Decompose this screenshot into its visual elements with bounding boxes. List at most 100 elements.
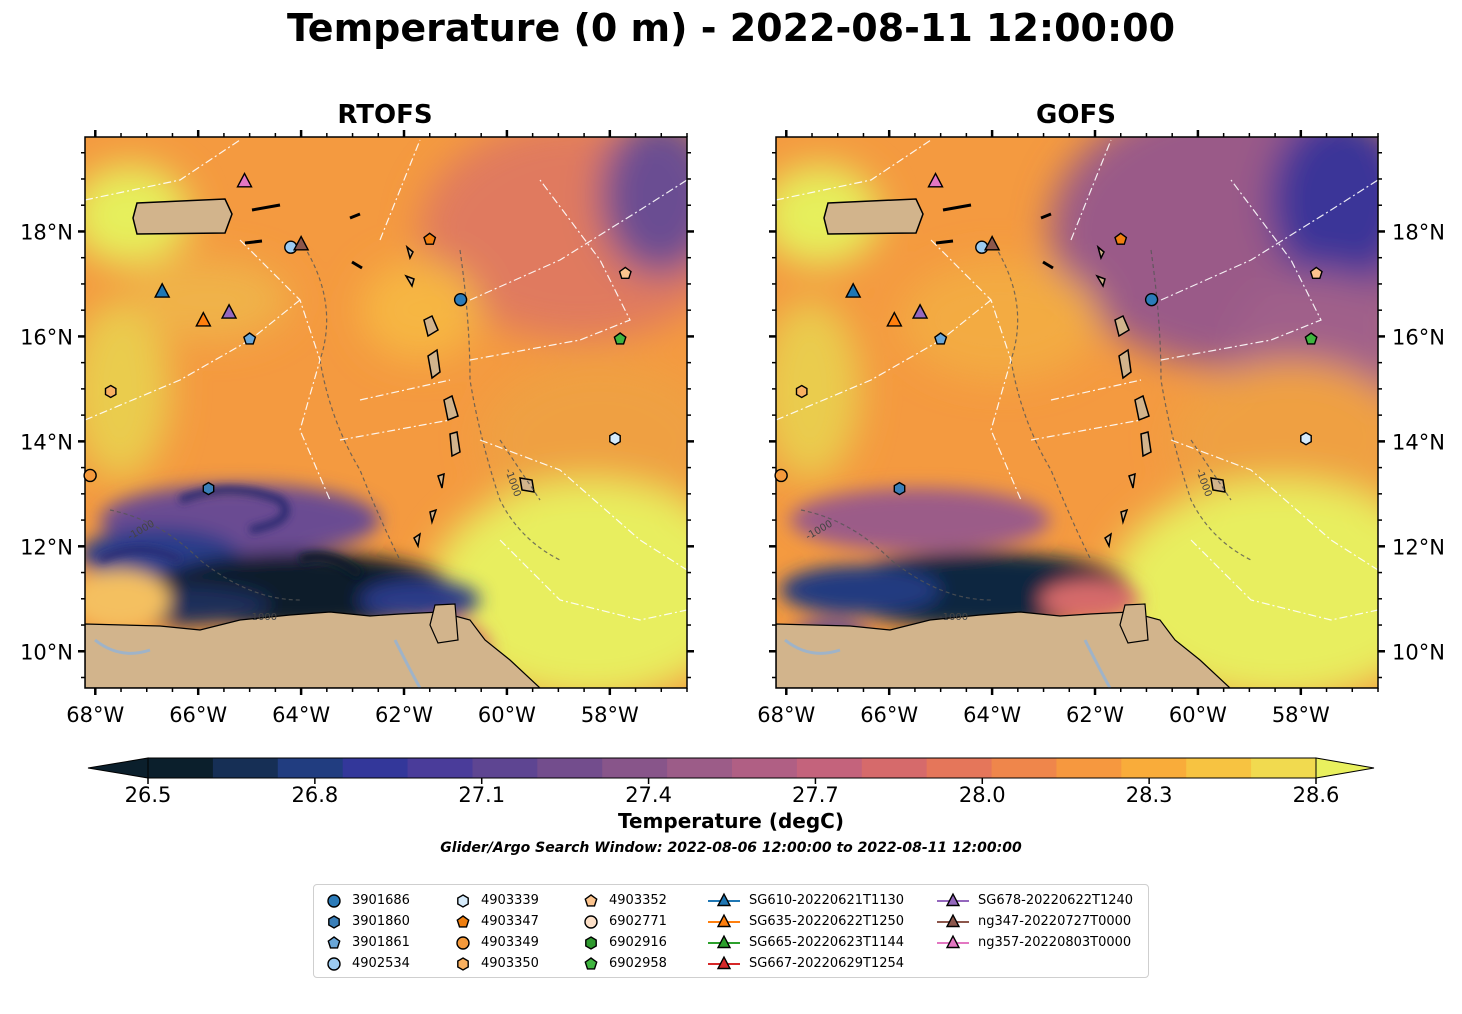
legend-label: SG665-20220623T1144: [749, 934, 905, 950]
panel-title-rtofs: RTOFS: [337, 100, 433, 130]
lat-tick-label: 18°N: [20, 220, 73, 244]
lon-tick-label: 66°W: [860, 703, 918, 727]
hexagon-marker-3901860: [202, 481, 215, 496]
legend-item: SG610-20220621T1130: [707, 890, 904, 910]
circle-marker-4903349: [774, 468, 788, 483]
temperature-field-rtofs: -1000 -1000 -1000: [85, 137, 687, 688]
legend-item: SG665-20220623T1144: [707, 932, 904, 952]
lat-tick-label: 18°N: [1392, 220, 1445, 244]
hexagon-marker-3901860: [893, 481, 906, 496]
legend-label: 4903350: [481, 955, 539, 971]
lon-tick-label: 64°W: [272, 703, 330, 727]
legend-item: 4903347: [453, 911, 539, 931]
legend-item: 4903339: [453, 890, 539, 910]
legend-label: 4902534: [352, 955, 410, 971]
pentagon-marker-6902958: [613, 332, 627, 345]
legend: 3901686 3901860 3901861 4902534 4903339 49033…: [313, 884, 1149, 978]
triangle-legend-icon: [708, 913, 740, 928]
colorbar-segment: [991, 758, 1057, 778]
pentagon-legend-marker: [584, 894, 598, 907]
map-panel-rtofs: -1000 -1000 -1000: [84, 136, 688, 689]
legend-item: SG667-20220629T1254: [707, 953, 904, 973]
pentagon-marker-3901861: [934, 332, 948, 345]
pentagon-marker-4903347: [1114, 232, 1128, 245]
legend-item: 4903352: [581, 890, 667, 910]
triangle-marker-ng357-20220803T0000: [236, 172, 253, 188]
legend-label: SG610-20220621T1130: [749, 892, 905, 908]
lat-tick-label: 14°N: [1392, 430, 1445, 454]
legend-item: 6902771: [581, 911, 667, 931]
panel-title-gofs: GOFS: [1036, 100, 1116, 130]
circle-legend-icon: [456, 936, 470, 950]
triangle-legend-marker: [716, 913, 732, 928]
search-window-note: Glider/Argo Search Window: 2022-08-06 12…: [440, 840, 1022, 856]
triangle-marker-SG610-20220621T1130: [154, 282, 171, 298]
triangle-marker-SG635-20220622T1250: [195, 311, 212, 327]
lat-tick-label: 16°N: [20, 325, 73, 349]
triangle-legend-marker: [716, 892, 732, 907]
legend-item: 3901861: [324, 932, 410, 952]
colorbar-segment: [1056, 758, 1122, 778]
legend-item: 4902534: [324, 953, 410, 973]
legend-item: 3901686: [324, 890, 410, 910]
colorbar-extend-high: [1315, 757, 1375, 779]
circle-marker-3901686: [453, 292, 468, 307]
circle-marker-4903349: [83, 468, 97, 483]
colorbar-segment: [212, 758, 279, 778]
legend-label: 4903347: [481, 913, 539, 929]
lon-tick-label: 58°W: [1272, 703, 1330, 727]
pentagon-legend-marker: [584, 957, 598, 970]
colorbar-tick-label: 26.5: [125, 783, 172, 807]
legend-item: ng347-20220727T0000: [936, 911, 1131, 931]
lon-tick-label: 60°W: [1169, 703, 1227, 727]
lon-tick-label: 60°W: [478, 703, 536, 727]
colorbar: 26.5 26.8 27.1 27.4 27.7 28.0 28.3 28.6: [87, 757, 1375, 807]
circle-legend-icon: [584, 915, 598, 929]
lon-tick-label: 68°W: [66, 703, 124, 727]
float-glider-markers: [83, 172, 1323, 496]
circle-legend-marker: [584, 915, 598, 929]
colorbar-segment: [472, 758, 538, 778]
hexagon-legend-marker: [328, 915, 340, 929]
hexagon-legend-marker: [457, 894, 469, 908]
legend-label: 3901686: [352, 892, 410, 908]
legend-item: SG635-20220622T1250: [707, 911, 904, 931]
pentagon-marker-4903347: [423, 232, 437, 245]
colorbar-tick-label: 28.3: [1126, 783, 1173, 807]
legend-label: 4903339: [481, 892, 539, 908]
hexagon-marker-4903339: [1300, 431, 1312, 446]
legend-label: ng357-20220803T0000: [978, 934, 1132, 950]
legend-label: 3901860: [352, 913, 410, 929]
circle-marker-3901686: [1144, 292, 1159, 307]
hexagon-marker-4903339: [609, 431, 621, 446]
legend-item: 4903349: [453, 932, 539, 952]
hexagon-marker-4903350: [795, 384, 808, 399]
triangle-legend-marker: [716, 934, 732, 949]
colorbar-segment: [602, 758, 668, 778]
triangle-legend-icon: [937, 934, 969, 949]
axis-ticks: 68°W 66°W 64°W 62°W 60°W 58°W 18°N 16°N 14°N 12°N…: [20, 130, 1445, 727]
pentagon-legend-marker: [456, 915, 470, 928]
triangle-legend-icon: [937, 892, 969, 907]
hexagon-legend-marker: [585, 936, 597, 950]
lon-tick-label: 64°W: [963, 703, 1021, 727]
legend-label: 6902771: [609, 913, 667, 929]
lat-tick-label: 16°N: [1392, 325, 1445, 349]
triangle-legend-icon: [937, 913, 969, 928]
triangle-marker-SG678-20220622T1240: [911, 303, 929, 319]
legend-item: ng357-20220803T0000: [936, 932, 1131, 952]
colorbar-label: Temperature (degC): [618, 809, 844, 833]
colorbar-tick-label: 28.0: [959, 783, 1006, 807]
lon-tick-label: 66°W: [169, 703, 227, 727]
map-panel-gofs: -1000 -1000 -1000: [775, 136, 1379, 689]
hexagon-legend-icon: [585, 936, 597, 950]
triangle-legend-icon: [708, 934, 740, 949]
hexagon-legend-icon: [328, 915, 340, 929]
contour-label: -1000: [939, 612, 968, 623]
pentagon-legend-icon: [584, 957, 598, 970]
colorbar-segment: [732, 758, 798, 778]
legend-item: SG678-20220622T1240: [936, 890, 1133, 910]
colorbar-segment: [407, 758, 473, 778]
colorbar-segment: [667, 758, 733, 778]
